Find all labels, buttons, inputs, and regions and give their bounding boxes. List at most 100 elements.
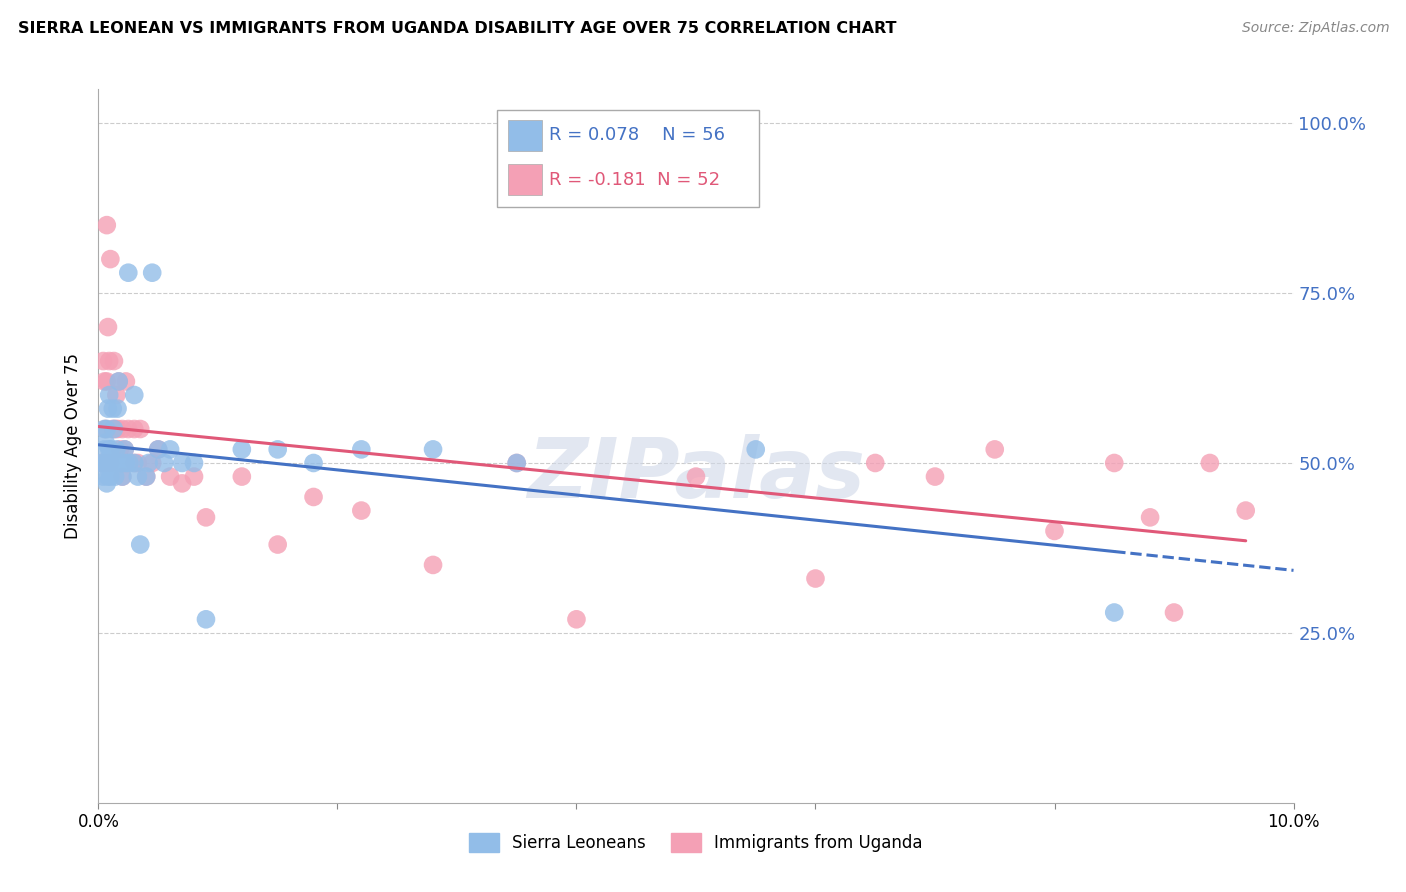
- Point: [96, 375, 118, 389]
- Point: [141, 266, 163, 280]
- Text: ZIPalas: ZIPalas: [527, 434, 865, 515]
- Point: [117, 266, 139, 280]
- Point: [111, 469, 134, 483]
- Point: [141, 456, 163, 470]
- Point: [115, 375, 138, 389]
- Point: [127, 456, 149, 470]
- Point: [111, 456, 134, 470]
- Point: [135, 469, 157, 483]
- Point: [101, 422, 124, 436]
- Point: [108, 442, 131, 457]
- Point: [98, 252, 122, 266]
- Point: [129, 422, 152, 436]
- Point: [1104, 456, 1126, 470]
- Point: [127, 469, 149, 483]
- Point: [1139, 510, 1161, 524]
- Point: [124, 456, 146, 470]
- Point: [97, 456, 120, 470]
- Point: [98, 456, 121, 470]
- Point: [91, 456, 114, 470]
- Point: [124, 456, 146, 470]
- Point: [97, 456, 120, 470]
- Point: [506, 456, 529, 470]
- Point: [172, 456, 194, 470]
- Point: [103, 456, 125, 470]
- Point: [91, 354, 114, 368]
- Point: [107, 375, 129, 389]
- Point: [104, 422, 127, 436]
- Point: [105, 442, 128, 457]
- Point: [159, 469, 181, 483]
- Point: [111, 422, 134, 436]
- Point: [745, 442, 768, 457]
- Point: [114, 442, 136, 457]
- Point: [101, 456, 124, 470]
- Point: [148, 442, 170, 457]
- Text: Source: ZipAtlas.com: Source: ZipAtlas.com: [1241, 21, 1389, 35]
- Point: [107, 422, 129, 436]
- Point: [195, 510, 218, 524]
- Point: [685, 469, 707, 483]
- Point: [1163, 606, 1185, 620]
- Point: [93, 442, 115, 457]
- Point: [97, 320, 120, 334]
- Point: [135, 469, 157, 483]
- Point: [98, 456, 122, 470]
- Point: [91, 456, 114, 470]
- Point: [565, 612, 588, 626]
- Point: [350, 442, 373, 457]
- Point: [91, 469, 114, 483]
- Point: [138, 456, 160, 470]
- Point: [153, 456, 176, 470]
- Point: [422, 558, 444, 572]
- Point: [1199, 456, 1222, 470]
- Point: [231, 469, 253, 483]
- Point: [129, 537, 152, 551]
- Point: [422, 442, 444, 457]
- Text: SIERRA LEONEAN VS IMMIGRANTS FROM UGANDA DISABILITY AGE OVER 75 CORRELATION CHAR: SIERRA LEONEAN VS IMMIGRANTS FROM UGANDA…: [18, 21, 897, 36]
- Point: [124, 388, 146, 402]
- Point: [159, 442, 181, 457]
- Point: [98, 456, 122, 470]
- Point: [804, 572, 827, 586]
- Point: [105, 456, 128, 470]
- Legend: Sierra Leoneans, Immigrants from Uganda: Sierra Leoneans, Immigrants from Uganda: [463, 826, 929, 859]
- Point: [183, 456, 205, 470]
- Point: [108, 456, 131, 470]
- Point: [96, 422, 118, 436]
- Point: [98, 469, 122, 483]
- Point: [94, 435, 117, 450]
- Point: [97, 469, 120, 483]
- Point: [96, 456, 118, 470]
- Text: R = -0.181  N = 52: R = -0.181 N = 52: [550, 170, 721, 189]
- Point: [103, 354, 125, 368]
- Point: [114, 442, 136, 457]
- Text: R = 0.078    N = 56: R = 0.078 N = 56: [550, 127, 725, 145]
- Point: [107, 375, 129, 389]
- Point: [302, 490, 325, 504]
- Point: [350, 503, 373, 517]
- Point: [93, 375, 115, 389]
- Point: [98, 442, 122, 457]
- Point: [506, 456, 529, 470]
- Point: [107, 401, 129, 416]
- Point: [231, 442, 253, 457]
- Point: [101, 401, 124, 416]
- Point: [267, 442, 290, 457]
- Point: [148, 442, 170, 457]
- Point: [172, 476, 194, 491]
- Point: [105, 388, 128, 402]
- Point: [94, 422, 117, 436]
- Point: [98, 354, 121, 368]
- Point: [98, 388, 121, 402]
- Point: [98, 442, 121, 457]
- Point: [94, 456, 117, 470]
- Point: [118, 456, 141, 470]
- Point: [1043, 524, 1066, 538]
- Point: [107, 456, 129, 470]
- Point: [111, 469, 134, 483]
- Point: [124, 422, 146, 436]
- Point: [93, 422, 115, 436]
- Point: [267, 537, 290, 551]
- Point: [195, 612, 218, 626]
